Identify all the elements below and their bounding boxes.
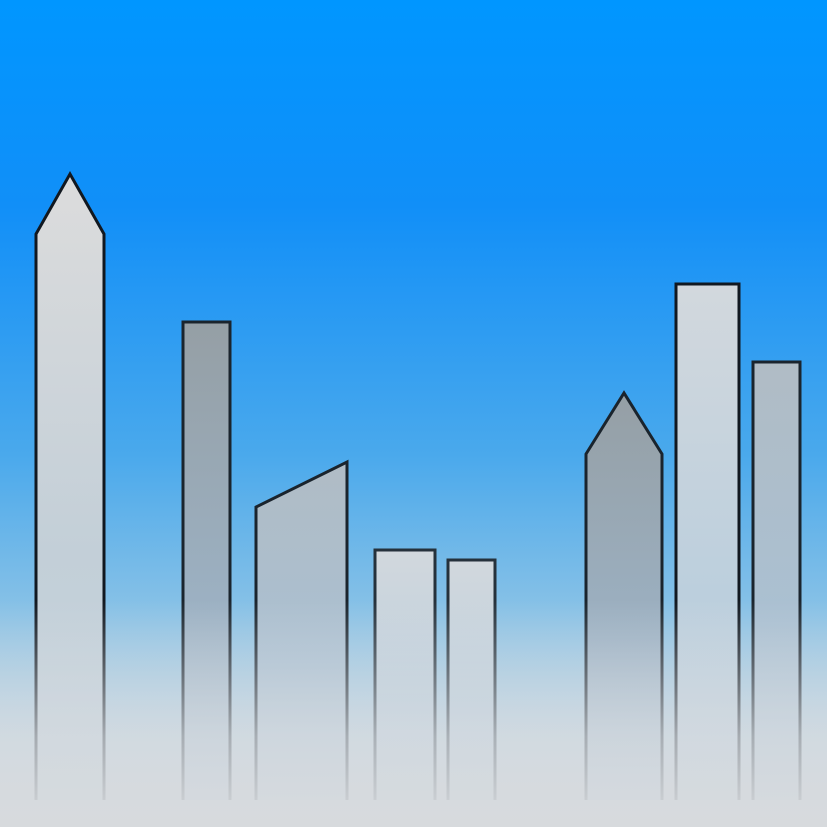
horizon-fog	[0, 600, 827, 827]
